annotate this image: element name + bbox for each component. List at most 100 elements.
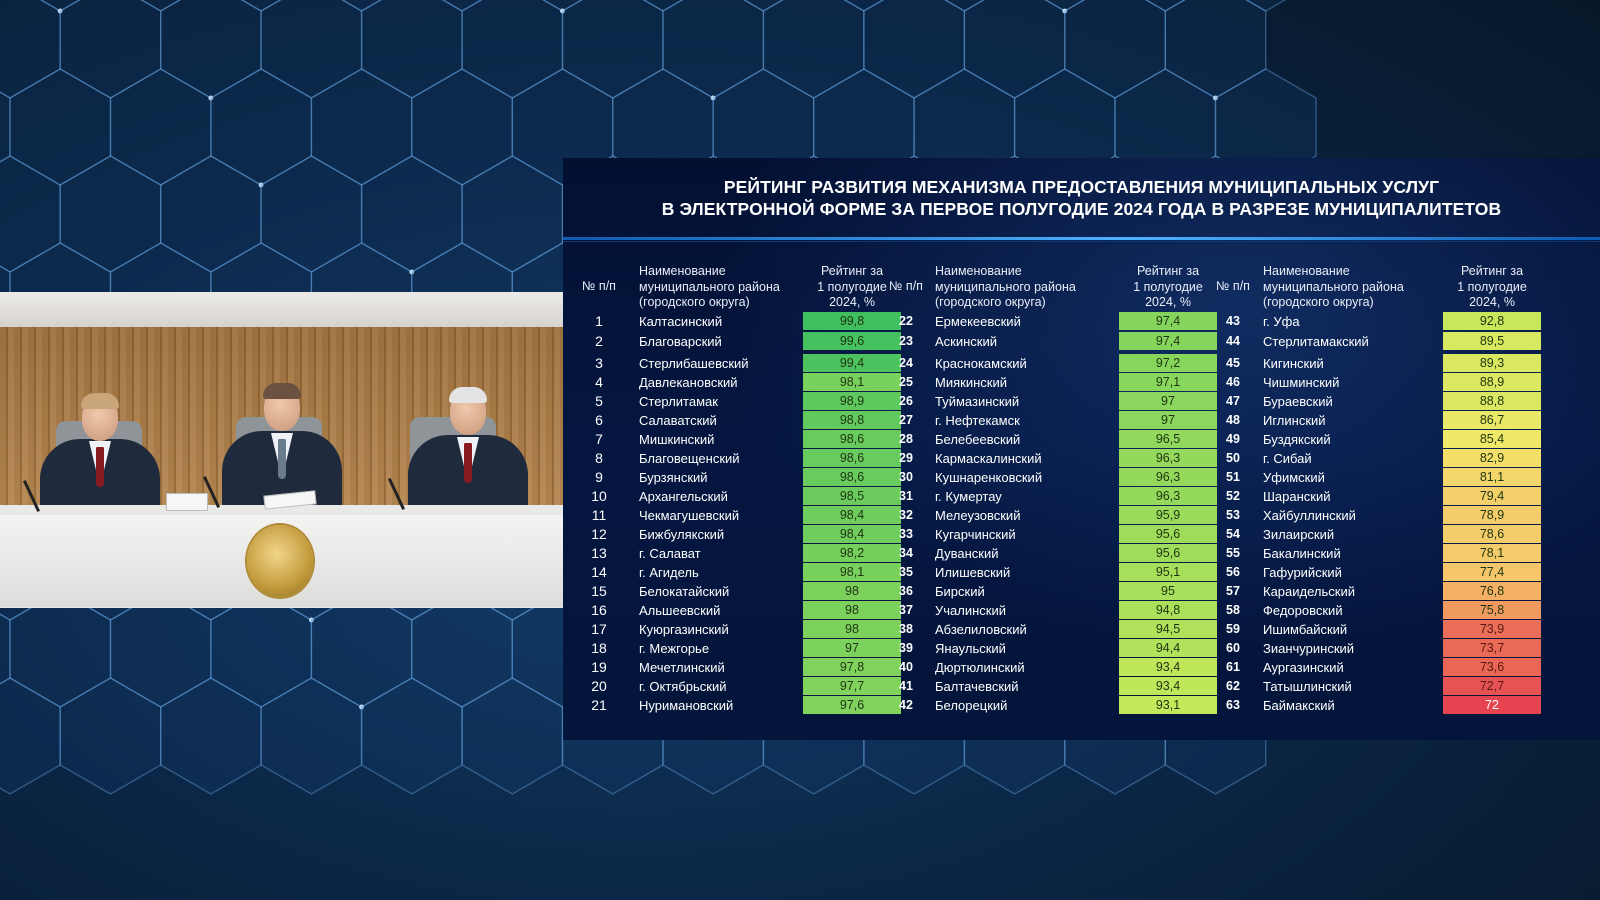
- district-name: Абзелиловский: [935, 622, 1027, 637]
- rating-value: 92,8: [1443, 312, 1541, 330]
- row-number: 24: [899, 356, 913, 370]
- table-row: 49 Буздякский 85,4: [1215, 430, 1541, 449]
- district-name: Аскинский: [935, 334, 998, 349]
- table-row: 27 г. Нефтекамск 97: [889, 411, 1217, 430]
- header-name-line: муниципального района: [1263, 279, 1404, 294]
- header-name-line: Наименование: [935, 264, 1022, 278]
- row-number: 29: [899, 451, 913, 465]
- row-number: 45: [1226, 356, 1240, 370]
- district-name: г. Уфа: [1263, 314, 1300, 329]
- row-number: 50: [1226, 451, 1240, 465]
- district-name: г. Салават: [639, 546, 701, 561]
- rating-value: 97: [803, 639, 901, 657]
- table-row: 61 Аургазинский 73,6: [1215, 658, 1541, 677]
- row-number: 33: [899, 527, 913, 541]
- table-row: 21 Нуримановский 97,6: [577, 696, 901, 715]
- district-name: Благовещенский: [639, 451, 740, 466]
- table-row: 52 Шаранский 79,4: [1215, 487, 1541, 506]
- table-row: 14 г. Агидель 98,1: [577, 563, 901, 582]
- district-name: Кигинский: [1263, 356, 1324, 371]
- slide-title: РЕЙТИНГ РАЗВИТИЯ МЕХАНИЗМА ПРЕДОСТАВЛЕНИ…: [563, 176, 1600, 220]
- row-number: 39: [899, 641, 913, 655]
- header-rating-line: 2024, %: [1145, 295, 1191, 309]
- rating-value: 79,4: [1443, 487, 1541, 505]
- rating-value: 75,8: [1443, 601, 1541, 619]
- district-name: Куюргазинский: [639, 622, 729, 637]
- district-name: Благоварский: [639, 334, 722, 349]
- rating-value: 97: [1119, 411, 1217, 429]
- header-rating-line: 1 полугодие: [817, 279, 887, 294]
- district-name: Чишминский: [1263, 375, 1340, 390]
- row-number: 53: [1226, 508, 1240, 522]
- rating-value: 98,1: [803, 563, 901, 581]
- row-number: 48: [1226, 413, 1240, 427]
- rating-value: 96,3: [1119, 449, 1217, 467]
- header-name-line: Наименование: [639, 264, 726, 278]
- rating-value: 78,1: [1443, 544, 1541, 562]
- row-number: 20: [591, 678, 607, 694]
- table-row: 54 Зилаирский 78,6: [1215, 525, 1541, 544]
- district-name: Миякинский: [935, 375, 1007, 390]
- row-number: 7: [595, 431, 603, 447]
- district-name: Мелеузовский: [935, 508, 1021, 523]
- rating-value: 99,4: [803, 354, 901, 372]
- row-number: 61: [1226, 660, 1240, 674]
- rating-value: 95,9: [1119, 506, 1217, 524]
- header-rating-line: Рейтинг за: [1136, 264, 1200, 278]
- rating-value: 97: [1119, 392, 1217, 410]
- rating-value: 93,1: [1119, 696, 1217, 714]
- rating-value: 97,6: [803, 696, 901, 714]
- table-row: 18 г. Межгорье 97: [577, 639, 901, 658]
- rating-value: 94,5: [1119, 620, 1217, 638]
- rating-value: 98,4: [803, 506, 901, 524]
- district-name: Мечетлинский: [639, 660, 725, 675]
- row-number: 13: [591, 545, 607, 561]
- district-name: Гафурийский: [1263, 565, 1342, 580]
- district-name: Белебеевский: [935, 432, 1021, 447]
- district-name: Бакалинский: [1263, 546, 1341, 561]
- header-rating-line: 1 полугодие: [1457, 279, 1527, 294]
- district-name: г. Межгорье: [639, 641, 710, 656]
- header-rating-line: 2024, %: [829, 295, 875, 309]
- district-name: Иглинский: [1263, 413, 1326, 428]
- table-row: 36 Бирский 95: [889, 582, 1217, 601]
- header-name-line: (городского округа): [935, 295, 1046, 309]
- district-name: Кугарчинский: [935, 527, 1016, 542]
- rating-value: 96,5: [1119, 430, 1217, 448]
- rating-value: 73,7: [1443, 639, 1541, 657]
- rating-value: 96,3: [1119, 468, 1217, 486]
- table-row: 40 Дюртюлинский 93,4: [889, 658, 1217, 677]
- table-row: 10 Архангельский 98,5: [577, 487, 901, 506]
- rating-value: 95,6: [1119, 544, 1217, 562]
- table-row: 23 Аскинский 97,4: [889, 332, 1217, 351]
- district-name: г. Нефтекамск: [935, 413, 1020, 428]
- row-number: 62: [1226, 679, 1240, 693]
- table-row: 62 Татышлинский 72,7: [1215, 677, 1541, 696]
- table-row: 59 Ишимбайский 73,9: [1215, 620, 1541, 639]
- row-number: 14: [591, 564, 607, 580]
- table-row: 5 Стерлитамак 98,9: [577, 392, 901, 411]
- header-rating: Рейтинг за 1 полугодие 2024, %: [1443, 264, 1541, 311]
- rating-value: 77,4: [1443, 563, 1541, 581]
- row-number: 34: [899, 546, 913, 560]
- district-name: Нуримановский: [639, 698, 734, 713]
- table-row: 26 Туймазинский 97: [889, 392, 1217, 411]
- rating-value: 97,8: [803, 658, 901, 676]
- district-name: Аургазинский: [1263, 660, 1344, 675]
- table-row: 4 Давлекановский 98,1: [577, 373, 901, 392]
- row-number: 40: [899, 660, 913, 674]
- table-row: 3 Стерлибашевский 99,4: [577, 354, 901, 373]
- table-row: 2 Благоварский 99,6: [577, 332, 901, 351]
- rating-value: 73,6: [1443, 658, 1541, 676]
- district-name: Шаранский: [1263, 489, 1331, 504]
- row-number: 2: [595, 333, 603, 349]
- rating-value: 94,4: [1119, 639, 1217, 657]
- table-row: 45 Кигинский 89,3: [1215, 354, 1541, 373]
- row-number: 55: [1226, 546, 1240, 560]
- table-row: 56 Гафурийский 77,4: [1215, 563, 1541, 582]
- table-row: 44 Стерлитамакский 89,5: [1215, 332, 1541, 351]
- district-name: Кармаскалинский: [935, 451, 1042, 466]
- table-row: 51 Уфимский 81,1: [1215, 468, 1541, 487]
- row-number: 37: [899, 603, 913, 617]
- district-name: г. Кумертау: [935, 489, 1002, 504]
